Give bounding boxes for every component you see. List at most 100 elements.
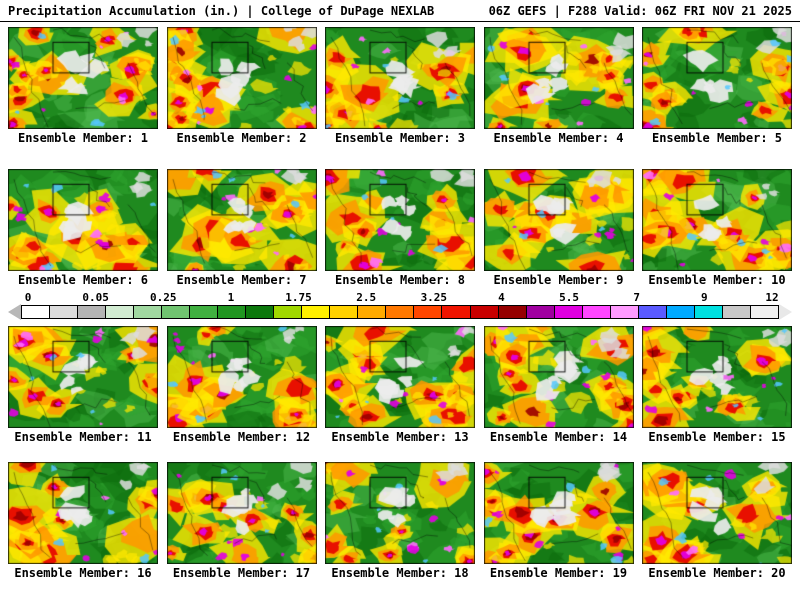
product-title: Precipitation Accumulation (in.) | Colle… [8, 4, 435, 18]
colorbar-segment [330, 306, 359, 318]
colorbar-tick: 7 [633, 291, 641, 304]
colorbar-tick: 4 [498, 291, 505, 304]
precip-map-canvas[interactable] [166, 169, 317, 271]
colorbar-segment [442, 306, 471, 318]
ensemble-map-panel: Ensemble Member: 3 [325, 27, 475, 145]
colorbar-segment [190, 306, 219, 318]
precip-map-canvas[interactable] [325, 462, 475, 564]
ensemble-row-2: Ensemble Member: 6 Ensemble Member: 7 En… [0, 169, 800, 287]
colorbar-segment [638, 306, 667, 318]
ensemble-member-caption: Ensemble Member: 3 [334, 131, 466, 145]
colorbar-segment [526, 306, 555, 318]
colorbar-tick: 3.25 [420, 291, 448, 304]
colorbar-segment [750, 306, 778, 318]
ensemble-member-caption: Ensemble Member: 15 [648, 430, 786, 444]
colorbar [21, 305, 779, 319]
precip-map-canvas[interactable] [642, 169, 792, 271]
colorbar-right-arrow-icon [779, 304, 792, 320]
colorbar-tick-labels: 0 0.05 0.25 1 1.75 2.5 3.25 4 5.5 7 9 12 [24, 291, 779, 304]
colorbar-segment [106, 306, 135, 318]
ensemble-map-panel: Ensemble Member: 10 [642, 169, 792, 287]
precip-map-canvas[interactable] [8, 27, 158, 129]
ensemble-member-caption: Ensemble Member: 13 [331, 430, 469, 444]
ensemble-member-caption: Ensemble Member: 20 [648, 566, 786, 580]
colorbar-tick: 12 [765, 291, 779, 304]
ensemble-map-panel: Ensemble Member: 15 [642, 326, 792, 444]
ensemble-member-caption: Ensemble Member: 7 [176, 273, 307, 287]
colorbar-segment [470, 306, 499, 318]
precip-map-canvas[interactable] [8, 462, 158, 564]
precip-map-canvas[interactable] [642, 27, 792, 129]
ensemble-map-panel: Ensemble Member: 9 [483, 169, 634, 287]
ensemble-member-caption: Ensemble Member: 2 [176, 131, 307, 145]
colorbar-segment [50, 306, 79, 318]
ensemble-map-panel: Ensemble Member: 18 [325, 462, 475, 580]
ensemble-member-caption: Ensemble Member: 14 [489, 430, 628, 444]
ensemble-map-panel: Ensemble Member: 17 [166, 462, 317, 580]
precip-map-canvas[interactable] [325, 169, 475, 271]
colorbar-tick: 0 [24, 291, 32, 304]
colorbar-segment [694, 306, 723, 318]
ensemble-map-panel: Ensemble Member: 8 [325, 169, 475, 287]
colorbar-tick: 1.75 [285, 291, 312, 304]
model-run-valid-time: 06Z GEFS | F288 Valid: 06Z FRI NOV 21 20… [488, 4, 792, 18]
precip-map-canvas[interactable] [642, 462, 792, 564]
ensemble-member-caption: Ensemble Member: 9 [493, 273, 624, 287]
precip-map-canvas[interactable] [483, 462, 634, 564]
ensemble-map-panel: Ensemble Member: 2 [166, 27, 317, 145]
ensemble-map-panel: Ensemble Member: 5 [642, 27, 792, 145]
precip-map-canvas[interactable] [642, 326, 792, 428]
colorbar-tick: 0.05 [82, 291, 109, 304]
ensemble-member-caption: Ensemble Member: 18 [331, 566, 469, 580]
precip-map-canvas[interactable] [483, 326, 634, 428]
colorbar-tick: 2.5 [356, 291, 377, 304]
colorbar-segment [358, 306, 387, 318]
ensemble-map-panel: Ensemble Member: 20 [642, 462, 792, 580]
colorbar-row [8, 304, 792, 320]
colorbar-segment [22, 306, 51, 318]
precip-map-canvas[interactable] [166, 462, 317, 564]
colorbar-segment [302, 306, 331, 318]
ensemble-map-panel: Ensemble Member: 13 [325, 326, 475, 444]
ensemble-map-panel: Ensemble Member: 4 [483, 27, 634, 145]
precip-map-canvas[interactable] [325, 27, 475, 129]
ensemble-map-panel: Ensemble Member: 16 [8, 462, 158, 580]
ensemble-row-4: Ensemble Member: 16 Ensemble Member: 17 … [0, 462, 800, 580]
ensemble-member-caption: Ensemble Member: 4 [493, 131, 624, 145]
precip-map-canvas[interactable] [166, 326, 317, 428]
ensemble-member-caption: Ensemble Member: 1 [17, 131, 149, 145]
ensemble-member-caption: Ensemble Member: 11 [14, 430, 152, 444]
colorbar-tick: 1 [227, 291, 235, 304]
ensemble-map-panel: Ensemble Member: 11 [8, 326, 158, 444]
ensemble-map-panel: Ensemble Member: 6 [8, 169, 158, 287]
ensemble-member-caption: Ensemble Member: 5 [651, 131, 783, 145]
ensemble-member-caption: Ensemble Member: 6 [17, 273, 149, 287]
colorbar-tick: 5.5 [559, 291, 580, 304]
ensemble-member-caption: Ensemble Member: 19 [489, 566, 628, 580]
ensemble-member-caption: Ensemble Member: 12 [172, 430, 311, 444]
ensemble-row-1: Ensemble Member: 1 Ensemble Member: 2 En… [0, 27, 800, 145]
ensemble-member-caption: Ensemble Member: 17 [172, 566, 311, 580]
precip-map-canvas[interactable] [483, 169, 634, 271]
precip-map-canvas[interactable] [166, 27, 317, 129]
precip-map-canvas[interactable] [8, 326, 158, 428]
precip-map-canvas[interactable] [325, 326, 475, 428]
colorbar-segment [218, 306, 247, 318]
precip-map-canvas[interactable] [8, 169, 158, 271]
ensemble-member-caption: Ensemble Member: 8 [334, 273, 466, 287]
colorbar-segment [582, 306, 611, 318]
ensemble-map-panel: Ensemble Member: 12 [166, 326, 317, 444]
ensemble-member-caption: Ensemble Member: 16 [14, 566, 152, 580]
colorbar-segment [78, 306, 107, 318]
colorbar-segment [610, 306, 639, 318]
colorbar-segment [498, 306, 527, 318]
precip-map-canvas[interactable] [483, 27, 634, 129]
colorbar-segment [162, 306, 191, 318]
colorbar-tick: 9 [701, 291, 708, 304]
colorbar-block: 0 0.05 0.25 1 1.75 2.5 3.25 4 5.5 7 9 12 [0, 287, 800, 322]
colorbar-left-arrow-icon [8, 304, 21, 320]
colorbar-segment [666, 306, 695, 318]
colorbar-segment [274, 306, 303, 318]
title-bar: Precipitation Accumulation (in.) | Colle… [0, 0, 800, 22]
colorbar-segment [386, 306, 415, 318]
